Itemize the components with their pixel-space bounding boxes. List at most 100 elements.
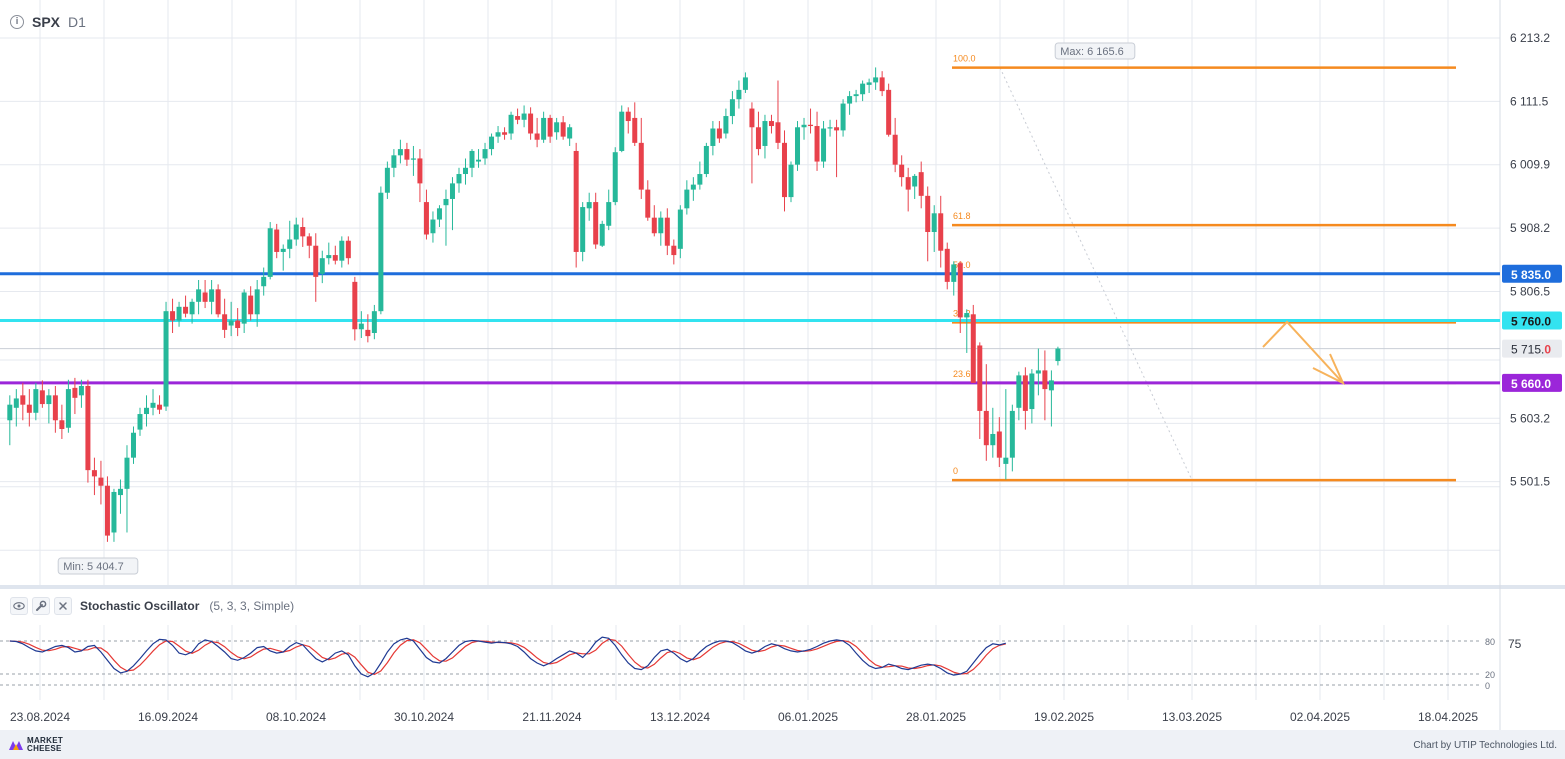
brand-line1: MARKET (27, 736, 64, 745)
price-tick-label: 6 009.9 (1510, 158, 1550, 172)
candle-body (749, 108, 755, 128)
candle-body (1003, 457, 1009, 464)
candle-body (293, 224, 299, 240)
brand-logo-text: MARKET CHEESE (27, 737, 63, 753)
candle-body (775, 122, 781, 143)
candle-body (983, 410, 989, 446)
brand-line2: CHEESE (27, 744, 62, 753)
brand-logo: MARKET CHEESE (8, 737, 63, 753)
fib-trendline (999, 67, 1193, 481)
candle-body (541, 117, 547, 140)
oscillator-params: (5, 3, 3, Simple) (209, 599, 295, 613)
candle-body (261, 276, 267, 287)
candle-body (977, 345, 983, 411)
candle-body (254, 289, 260, 315)
candle-body (528, 113, 534, 134)
candle-body (280, 248, 286, 252)
candle-body (580, 207, 586, 252)
candle-body (13, 398, 19, 408)
candle-body (795, 127, 801, 165)
pane-separator (0, 585, 1565, 589)
candle-body (449, 183, 455, 199)
symbol-label: SPX (32, 14, 61, 30)
candle-body (1029, 373, 1035, 410)
candle-body (905, 177, 911, 190)
candle-body (632, 117, 638, 143)
candle-body (821, 128, 827, 162)
horizontal-levels: 5 835.0 5 760.0 5 660.0 (0, 264, 1562, 392)
candle-body (827, 127, 833, 129)
candle-body (384, 167, 390, 193)
candle-body (723, 116, 729, 134)
candle-body (944, 248, 950, 282)
stoch-level-label: 0 (1485, 681, 1490, 691)
candle-body (768, 121, 774, 127)
candle-body (684, 189, 690, 209)
close-icon[interactable] (54, 597, 72, 615)
candle-body (91, 470, 97, 477)
candle-body (554, 122, 560, 133)
candle-body (508, 114, 514, 134)
candle-body (808, 124, 814, 127)
stoch-d-line (9, 638, 1006, 676)
candle-body (469, 150, 475, 168)
projection-arrow (1262, 320, 1346, 386)
candle-body (117, 488, 123, 496)
candle-body (378, 192, 384, 312)
candle-body (228, 320, 234, 326)
candle-body (52, 395, 58, 421)
candle-body (502, 132, 508, 135)
candle-body (476, 159, 482, 162)
candle-body (26, 404, 32, 413)
candle-body (130, 432, 136, 458)
candle-body (306, 236, 312, 246)
candle-body (98, 477, 104, 486)
candles (7, 67, 1061, 542)
price-tick-label: 5 501.5 (1510, 475, 1550, 489)
candle-body (912, 175, 918, 187)
max-price-label-text: Max: 6 165.6 (1060, 46, 1124, 58)
candle-body (990, 433, 996, 446)
fib-level-label: 61.8 (953, 211, 971, 221)
time-tick-label: 19.02.2025 (1034, 710, 1094, 724)
candle-body (847, 96, 853, 104)
candle-body (586, 202, 592, 209)
wrench-icon[interactable] (32, 597, 50, 615)
candle-body (157, 404, 163, 410)
candle-body (313, 245, 319, 277)
min-price-label-text: Min: 5 404.7 (63, 561, 124, 573)
candle-body (137, 414, 143, 430)
candle-body (176, 306, 182, 321)
candle-body (664, 217, 670, 246)
candle-body (886, 89, 892, 135)
candle-body (645, 189, 651, 218)
fib-level-label: 0 (953, 466, 958, 476)
candle-body (658, 217, 664, 234)
stoch-k-line (9, 636, 1006, 678)
candle-body (834, 127, 840, 131)
price-level-tag-label: 5 760.0 (1511, 315, 1551, 329)
chart-canvas[interactable]: 6 213.2 6 111.5 6 009.9 5 908.2 5 806.5 5 603… (0, 0, 1565, 730)
candle-body (599, 223, 605, 246)
info-icon[interactable]: i (10, 15, 24, 29)
candle-body (860, 83, 866, 95)
candle-body (970, 314, 976, 383)
candle-body (1042, 370, 1048, 390)
candle-body (326, 255, 332, 259)
stoch-level-label: 80 (1485, 637, 1495, 647)
oscillator-name: Stochastic Oscillator (80, 599, 200, 613)
candle-body (801, 124, 807, 128)
candle-body (345, 240, 351, 259)
candle-body (547, 117, 553, 137)
candle-body (567, 127, 573, 139)
candle-body (463, 167, 468, 175)
candle-body (104, 485, 110, 536)
price-level-tag-label: 5 660.0 (1511, 377, 1551, 391)
candle-body (417, 158, 423, 184)
candle-body (443, 198, 449, 206)
time-axis: 23.08.2024 16.09.2024 08.10.2024 30.10.2024… (10, 710, 1478, 724)
timeframe-label[interactable]: D1 (68, 14, 86, 30)
candle-body (33, 389, 39, 413)
eye-icon[interactable] (10, 597, 28, 615)
time-tick-label: 30.10.2024 (394, 710, 454, 724)
